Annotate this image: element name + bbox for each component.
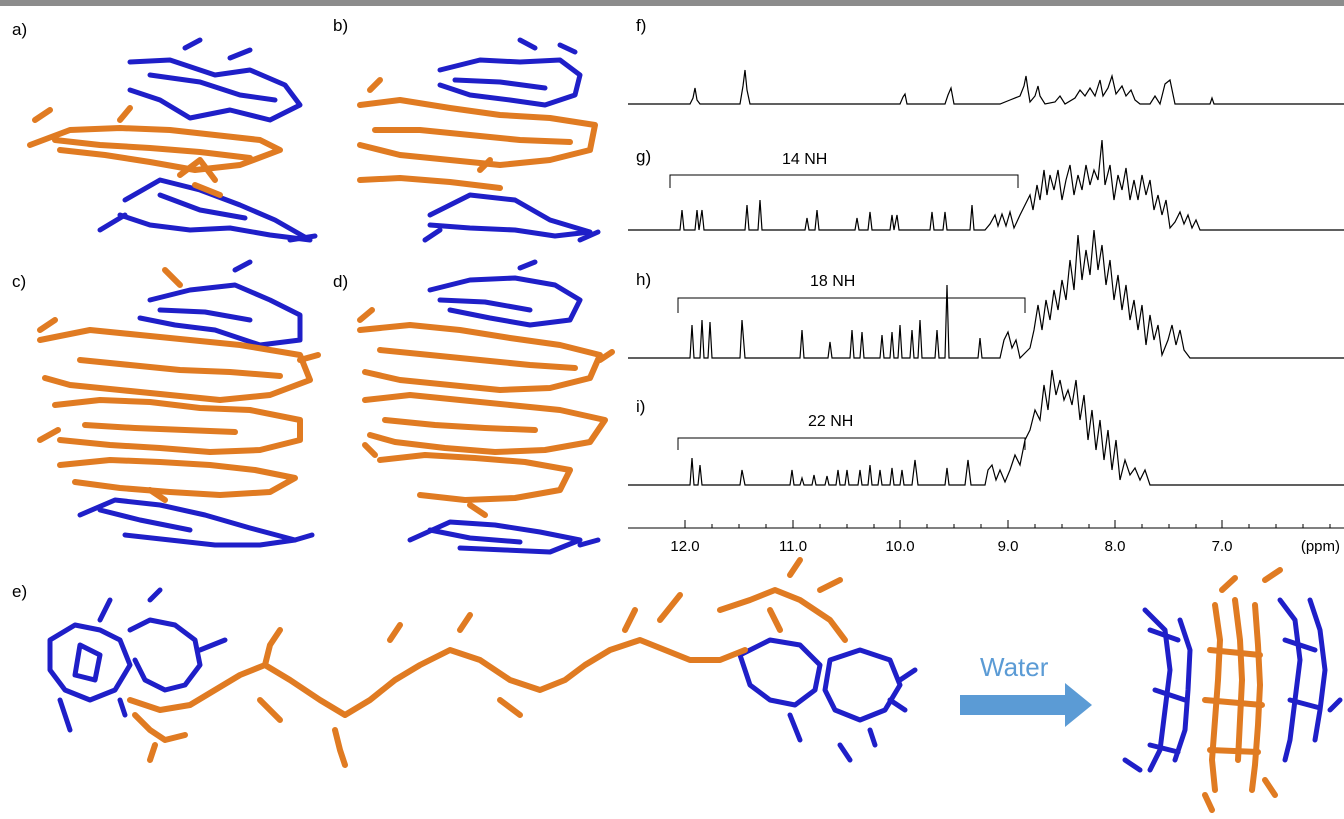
panel-label-a: a) (12, 20, 28, 39)
panel-label-i: i) (636, 397, 646, 416)
spectrum-h (628, 229, 1344, 360)
ppm-axis-ticks (684, 520, 1331, 528)
water-label: Water (980, 652, 1049, 682)
panel-label-g: g) (636, 147, 652, 166)
panel-label-c: c) (12, 272, 27, 291)
panel-label-f: f) (636, 16, 647, 35)
helix-model-d (357, 259, 615, 555)
tick-label: 9.0 (998, 538, 1019, 555)
helix-model-a (27, 37, 318, 243)
spectrum-g (628, 139, 1344, 231)
spectrum-f (628, 69, 1344, 106)
panel-label-b: b) (333, 16, 349, 35)
tick-label: 8.0 (1105, 538, 1126, 555)
bracket-22nh (677, 437, 1026, 450)
helix-model-b (357, 37, 601, 243)
helix-model-c (37, 259, 321, 548)
spectrum-i (628, 369, 1344, 486)
bracket-18nh (677, 297, 1026, 313)
panel-label-e: e) (12, 582, 28, 601)
extended-molecule-e (47, 557, 918, 768)
label-14nh: 14 NH (782, 151, 827, 168)
label-22nh: 22 NH (808, 413, 853, 430)
ppm-unit-label: (ppm) (1301, 538, 1340, 555)
tick-label: 10.0 (885, 538, 914, 555)
label-18nh: 18 NH (810, 273, 855, 290)
tick-label: 7.0 (1212, 538, 1233, 555)
bracket-14nh (669, 174, 1019, 188)
panel-label-d: d) (333, 272, 349, 291)
folded-molecule (1122, 567, 1343, 813)
panel-label-h: h) (636, 270, 652, 289)
top-bar (0, 0, 1344, 6)
tick-label: 12.0 (670, 538, 699, 555)
tick-label: 11.0 (779, 538, 807, 555)
water-arrow (960, 683, 1092, 727)
